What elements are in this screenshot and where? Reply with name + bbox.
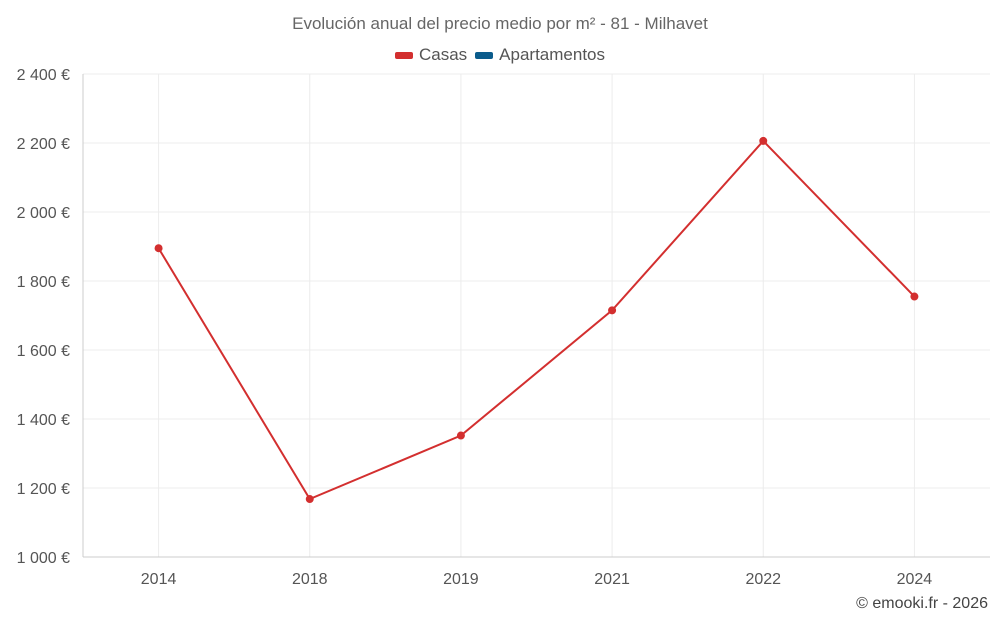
data-point[interactable] (608, 306, 617, 315)
x-tick-label: 2021 (594, 571, 630, 588)
y-tick-label: 1 400 € (17, 412, 70, 429)
y-tick-label: 2 200 € (17, 136, 70, 153)
x-tick-label: 2014 (141, 571, 177, 588)
data-point[interactable] (154, 244, 163, 253)
credit-text: © emooki.fr - 2026 (856, 595, 988, 612)
y-tick-label: 2 000 € (17, 205, 70, 222)
y-tick-label: 1 000 € (17, 550, 70, 567)
legend-swatch-apartamentos (475, 51, 494, 59)
y-tick-label: 1 800 € (17, 274, 70, 291)
legend-label-casas: Casas (418, 45, 468, 64)
y-tick-label: 1 600 € (17, 343, 70, 360)
y-tick-label: 1 200 € (17, 481, 70, 498)
x-tick-label: 2019 (443, 571, 479, 588)
x-tick-label: 2018 (292, 571, 328, 588)
x-tick-label: 2022 (745, 571, 781, 588)
legend-swatch-casas (394, 51, 413, 59)
legend-item-casas[interactable]: Casas (394, 45, 468, 65)
legend-label-apartamentos: Apartamentos (499, 45, 606, 64)
data-point[interactable] (305, 495, 314, 504)
chart-title: Evolución anual del precio medio por m² … (292, 14, 708, 33)
legend-item-apartamentos[interactable]: Apartamentos (475, 45, 605, 65)
y-tick-label: 2 400 € (17, 67, 70, 84)
data-point[interactable] (759, 136, 768, 145)
series-line-casas (157, 139, 916, 501)
legend: Casas Apartamentos (0, 45, 1000, 65)
data-point[interactable] (456, 431, 465, 440)
data-point[interactable] (910, 292, 919, 301)
x-tick-label: 2024 (897, 571, 933, 588)
